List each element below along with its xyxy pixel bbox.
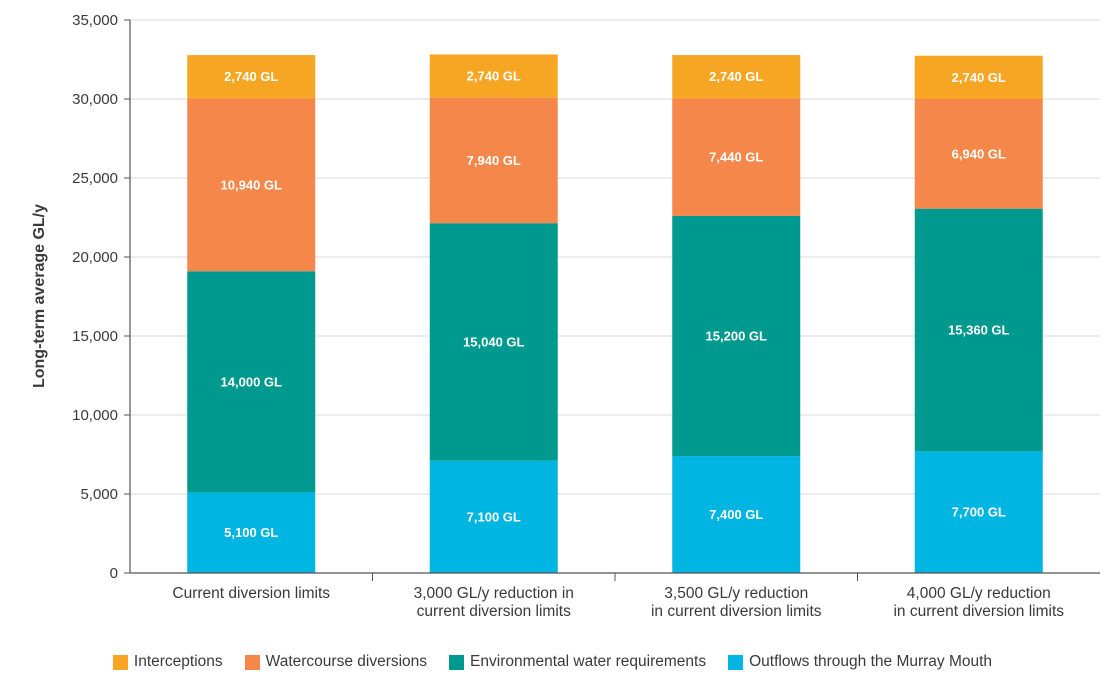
bar-value-label: 6,940 GL — [952, 146, 1006, 161]
bar-segment — [672, 98, 801, 216]
y-tick-label: 5,000 — [80, 486, 118, 503]
bar-value-label: 15,200 GL — [706, 329, 767, 344]
legend-item-outflows: Outflows through the Murray Mouth — [728, 653, 992, 671]
x-category-label-line: Current diversion limits — [172, 585, 330, 602]
y-tick-label: 0 — [110, 565, 118, 582]
bar-segment — [429, 223, 558, 461]
bar-segment — [914, 55, 1043, 99]
x-category-label: 4,000 GL/y reduction in current diversion… — [893, 585, 1064, 620]
x-category-label: Current diversion limits — [172, 585, 330, 602]
bar-value-label: 2,740 GL — [952, 70, 1006, 85]
y-tick-label: 25,000 — [72, 170, 118, 187]
bar-value-label: 7,440 GL — [709, 150, 763, 165]
bar-segment — [429, 460, 558, 573]
bar-value-label: 7,400 GL — [709, 507, 763, 522]
legend-label: Watercourse diversions — [265, 653, 428, 670]
bar-value-label: 7,100 GL — [467, 509, 521, 524]
y-tick-label: 10,000 — [72, 407, 118, 424]
chart-legend: Interceptions Watercourse diversions Env… — [0, 650, 1105, 674]
x-category-label-line: 3,500 GL/y reduction — [664, 585, 808, 602]
y-tick-label: 15,000 — [72, 328, 118, 345]
y-tick-label: 20,000 — [72, 249, 118, 266]
legend-item-watercourse-diversions: Watercourse diversions — [244, 653, 428, 671]
bar-segment — [429, 54, 558, 98]
bar-value-label: 10,940 GL — [221, 177, 282, 192]
legend-item-environmental-water: Environmental water requirements — [449, 653, 706, 671]
bar-segment — [914, 208, 1043, 452]
x-category-label-line: 4,000 GL/y reduction — [907, 585, 1051, 602]
bar-segment — [914, 99, 1043, 209]
bar-segment — [672, 215, 801, 457]
bar-value-label: 5,100 GL — [224, 525, 278, 540]
bar-layer: 5,100 GL 14,000 GL 10,940 GL 2,740 GL 7,100 … — [187, 54, 1043, 573]
x-category-label: 3,500 GL/y reduction in current diversion… — [651, 585, 822, 620]
bar-value-label: 14,000 GL — [221, 374, 282, 389]
bar-value-label: 2,740 GL — [224, 69, 278, 84]
bar-value-label: 15,040 GL — [463, 335, 524, 350]
legend-label: Environmental water requirements — [470, 653, 707, 670]
y-tick-label: 35,000 — [72, 12, 118, 29]
x-category-label-line: 3,000 GL/y reduction in — [414, 585, 574, 602]
bar-segment — [672, 456, 801, 573]
bar-segment — [914, 451, 1043, 573]
y-tick-label: 30,000 — [72, 91, 118, 108]
legend-swatch — [244, 654, 260, 670]
legend-swatch — [112, 654, 128, 670]
stacked-bar-chart: 5,100 GL 14,000 GL 10,940 GL 2,740 GL 7,100 … — [31, 12, 1100, 620]
legend-label: Outflows through the Murray Mouth — [749, 653, 993, 670]
axis-layer: 0 5,000 10,000 15,000 20,000 25,000 30,000 35,0… — [72, 12, 1100, 620]
legend-swatch — [449, 654, 465, 670]
bar-value-label: 2,740 GL — [709, 69, 763, 84]
bar-segment — [187, 55, 316, 99]
x-category-label-line: current diversion limits — [417, 603, 571, 620]
x-category-label-line: in current diversion limits — [893, 603, 1064, 620]
legend-swatch — [728, 654, 744, 670]
legend-item-interceptions: Interceptions — [112, 653, 223, 671]
bar-value-label: 7,700 GL — [952, 505, 1006, 520]
bar-segment — [187, 98, 316, 272]
bar-segment — [187, 271, 316, 493]
bar-segment — [429, 97, 558, 224]
x-category-label-line: in current diversion limits — [651, 603, 822, 620]
bar-value-label: 2,740 GL — [467, 69, 521, 84]
bar-value-label: 7,940 GL — [467, 153, 521, 168]
bar-segment — [187, 492, 316, 573]
legend-label: Interceptions — [133, 653, 223, 670]
y-axis-title: Long-term average GL/y — [31, 204, 48, 388]
bar-segment — [672, 55, 801, 99]
bar-value-label: 15,360 GL — [948, 322, 1009, 337]
x-category-label: 3,000 GL/y reduction in current diversion… — [414, 585, 574, 620]
